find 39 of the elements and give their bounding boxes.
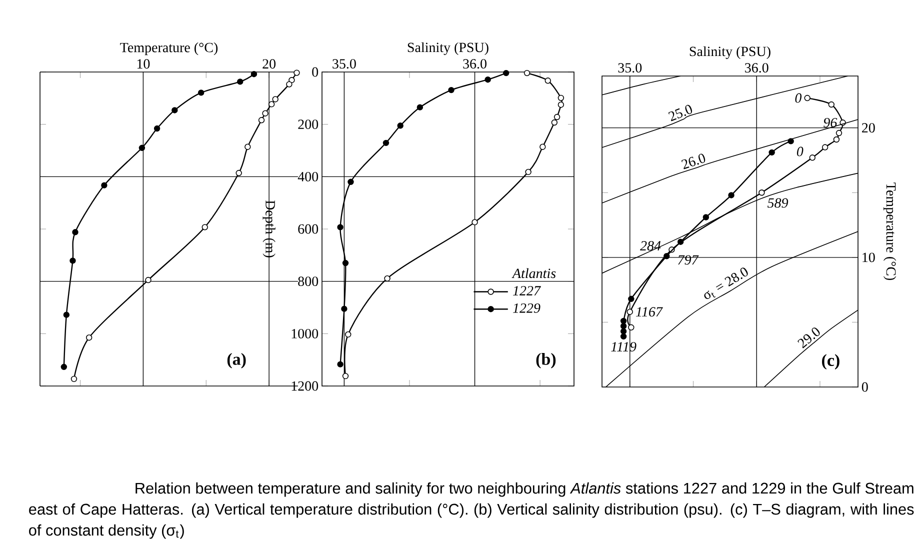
text: Relation between temperature and salinity for two neighbouring Atlantis stations 1227 and 1229 in the Gulf Stream east of Cape Hatteras. (a) Vertical temperature distribution (°C). (b) Vertical salinity distribution (psu). (c) T–S diagram, with lines of constant density (σ$_{t}$) [29, 482, 914, 539]
annotation: 589 [768, 198, 788, 208]
x-axis-title: Salinity (PSU) [690, 46, 770, 60]
legend-label: 1227 [512, 286, 541, 296]
annotation: 96 [824, 118, 838, 128]
annotation: 25.0 [668, 104, 692, 122]
annotation: 26.0 [681, 154, 706, 170]
x-tick-label: 36.0 [745, 63, 768, 73]
annotation: 797 [678, 255, 699, 265]
y-axis-title: Temperature (°C) [883, 182, 896, 280]
legend-title: Atlantis [512, 268, 556, 278]
annotation: 284 [640, 241, 661, 251]
y-tick-label: 0 [862, 382, 868, 392]
x-axis-title: Temperature (°C) [120, 42, 218, 56]
annotation: 0 [795, 93, 802, 103]
annotation: (b) [536, 352, 556, 368]
x-tick-label: 10 [137, 59, 150, 69]
annotation: (a) [227, 352, 246, 368]
y-tick-label: 400 [298, 172, 318, 182]
x-axis-title: Salinity (PSU) [408, 42, 488, 56]
y-axis-title: Depth (m) [262, 200, 276, 258]
y-tick-label: 800 [298, 276, 318, 286]
y-tick-label: 0 [312, 67, 318, 77]
annotation: 1167 [636, 307, 663, 317]
x-tick-label: 20 [262, 59, 276, 69]
y-tick-label: 600 [298, 224, 318, 234]
annotation: 0 [796, 146, 804, 156]
y-tick-label: 10 [862, 252, 875, 262]
legend-label: 1229 [512, 303, 540, 313]
y-tick-label: 1000 [292, 328, 318, 338]
annotation: σ$_{t}$ = 28.0 [704, 268, 748, 300]
y-tick-label: 1200 [292, 381, 318, 391]
x-tick-label: 36.0 [463, 59, 486, 69]
annotation: (c) [822, 354, 840, 370]
y-tick-label: 200 [298, 120, 318, 130]
x-tick-label: 35.0 [332, 59, 356, 69]
annotation: 29.0 [798, 328, 820, 348]
y-tick-label: 20 [862, 123, 875, 133]
x-tick-label: 35.0 [618, 63, 642, 73]
